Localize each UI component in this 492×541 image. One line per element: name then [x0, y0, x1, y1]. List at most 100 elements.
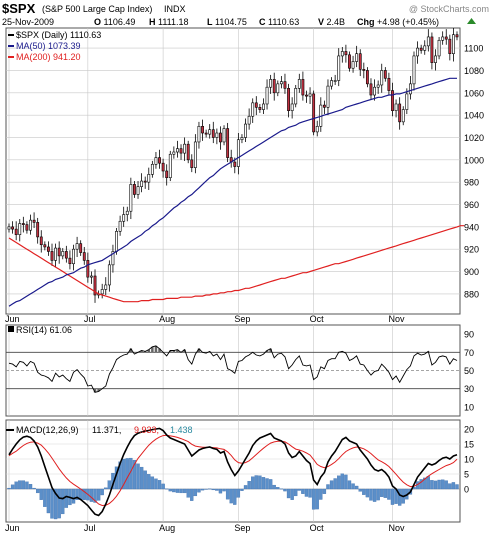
candle [11, 226, 15, 230]
macd-histogram-bar [423, 477, 427, 490]
macd-histogram-bar [182, 488, 187, 494]
candle [64, 251, 68, 259]
macd-histogram-bar [358, 488, 362, 492]
x-axis-month-label: Jul [84, 314, 96, 324]
macd-histogram-bar [426, 476, 431, 490]
macd-line [8, 427, 458, 517]
candle [43, 244, 47, 248]
macd-histogram-bar [89, 488, 94, 502]
macd-histogram-bar [25, 481, 29, 490]
macd-legend-swatch [6, 429, 14, 431]
candle [168, 153, 172, 179]
macd-histogram-bar [165, 488, 169, 490]
candle [355, 53, 359, 62]
rsi-axis-tick: 10 [464, 402, 474, 412]
candle [333, 80, 337, 82]
macd-histogram-bar [233, 488, 237, 505]
candle [93, 275, 97, 296]
macd-histogram-bar [390, 488, 395, 505]
macd-histogram-bar [344, 474, 348, 490]
macd-histogram-bar [122, 458, 126, 490]
macd-histogram-bar [200, 488, 205, 491]
macd-histogram-bar [82, 488, 86, 500]
quote-value: 2.4B [324, 17, 345, 27]
macd-histogram-bar [326, 484, 330, 490]
macd-histogram-bar [319, 488, 323, 500]
x-axis-month-label-bottom: Sep [234, 523, 250, 533]
candle [326, 85, 330, 108]
candle [416, 47, 419, 57]
macd-histogram-bar [380, 488, 384, 497]
macd-histogram-bar [71, 488, 76, 504]
macd-histogram-bar [430, 480, 434, 490]
candle [122, 214, 126, 222]
macd-histogram-bar [229, 488, 233, 504]
macd-histogram-bar [322, 488, 327, 494]
candle [90, 275, 93, 278]
macd-histogram-bar [261, 477, 266, 490]
price-axis-tick: 1000 [464, 155, 484, 165]
quote-date: 25-Nov-2009 [2, 17, 54, 27]
macd-histogram-bar [222, 488, 226, 492]
macd-histogram-bar [107, 480, 112, 490]
candle [115, 231, 118, 252]
quote-value: 1106.49 [101, 17, 135, 27]
macd-histogram-bar [139, 466, 144, 490]
macd-histogram-bar [444, 480, 448, 490]
macd-histogram-bar [46, 488, 51, 514]
candle [36, 222, 40, 238]
price-axis-tick: 1040 [464, 111, 484, 121]
macd-histogram-bar [186, 488, 190, 498]
candle [100, 289, 104, 295]
candle [154, 157, 158, 165]
price-axis-tick: 1080 [464, 66, 484, 76]
macd-histogram-bar [43, 488, 47, 507]
macd-histogram-bar [150, 476, 155, 490]
macd-histogram-bar [93, 488, 97, 503]
candle [448, 38, 452, 54]
macd-histogram-bar [211, 488, 215, 491]
macd-histogram-bar [397, 488, 402, 506]
chart-exchange: INDX [164, 4, 186, 14]
candle [408, 83, 412, 95]
quote-value: 1104.75 [213, 17, 247, 27]
price-axis-tick: 1060 [464, 88, 484, 98]
macd-histogram-bar [61, 488, 65, 515]
macd-histogram-bar [14, 481, 18, 490]
candle [136, 186, 140, 195]
macd-histogram-bar [451, 482, 456, 490]
macd-histogram-bar [290, 488, 294, 500]
macd-histogram-bar [440, 479, 445, 490]
brand-label: @ StockCharts.com [409, 4, 489, 14]
candle [401, 109, 405, 123]
candle [183, 143, 187, 154]
macd-histogram-bar [168, 488, 172, 492]
quote-value: 1111.18 [156, 17, 189, 27]
macd-histogram-bar [243, 485, 248, 490]
candle [269, 79, 273, 88]
x-axis-month-label-bottom: Nov [388, 523, 405, 533]
candle [348, 54, 351, 69]
candle [39, 236, 43, 246]
candle [391, 90, 394, 111]
candle [365, 70, 369, 85]
macd-histogram-bar [53, 488, 58, 520]
macd-histogram-bar [448, 483, 452, 490]
candle [437, 39, 441, 57]
candle [441, 36, 445, 41]
ma200-line [8, 225, 465, 303]
macd-histogram-bar [157, 480, 162, 490]
macd-histogram-bar [143, 470, 147, 490]
ma50-line [8, 77, 457, 307]
candle [444, 36, 448, 40]
x-axis-month-label: Jun [5, 314, 20, 324]
macd-histogram-bar [50, 488, 54, 519]
candle [247, 115, 251, 125]
candle [419, 47, 423, 51]
price-legend-entry: MA(200) 941.20 [16, 52, 81, 62]
candle [387, 77, 391, 91]
price-axis-tick: 880 [464, 289, 479, 299]
quote-key: O [94, 17, 101, 27]
macd-histogram-bar [297, 488, 301, 491]
